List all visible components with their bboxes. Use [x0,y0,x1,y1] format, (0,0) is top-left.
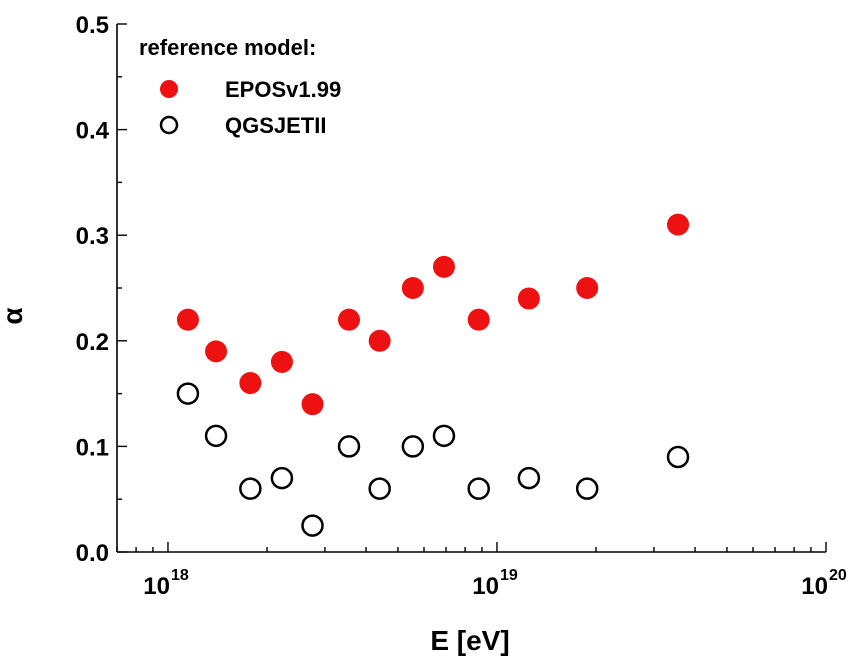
y-tick-label: 0.2 [76,329,109,356]
x-tick-exponent: 18 [171,567,189,584]
x-tick-exponent: 19 [500,567,518,584]
data-point-epos [301,393,324,416]
y-tick-label: 0.5 [76,12,109,39]
data-point-epos [205,340,228,363]
legend-title: reference model: [139,35,316,60]
y-tick-label: 0.0 [76,540,109,567]
x-axis-label: E [eV] [430,625,509,656]
data-point-qgsjet [401,435,425,458]
data-point-qgsjet [270,466,294,490]
data-point-qgsjet [301,514,324,537]
data-point-epos [368,329,391,352]
x-tick-label: 10 [472,573,499,600]
data-point-qgsjet [467,477,490,500]
y-tick-label: 0.4 [76,118,110,145]
data-point-epos [176,308,199,331]
data-point-qgsjet [239,477,262,500]
data-point-qgsjet [575,477,599,500]
y-tick-label: 0.1 [76,434,109,461]
data-point-qgsjet [176,382,200,405]
legend-label: EPOSv1.99 [225,77,341,102]
data-point-qgsjet [204,424,228,448]
data-point-epos [576,277,599,299]
data-point-epos [338,308,361,331]
x-tick-exponent: 20 [829,567,847,584]
data-point-qgsjet [368,477,391,500]
x-tick-label: 10 [143,573,170,600]
ticks: 0.00.10.20.30.40.510 18 10 19 10 20 [76,12,847,600]
data-point-epos [667,213,690,236]
data-point-epos [401,277,424,299]
data-point-epos [432,255,455,278]
data-points [176,213,690,537]
data-point-qgsjet [337,435,361,458]
data-point-epos [270,350,293,373]
data-point-qgsjet [432,424,456,448]
data-point-epos [239,372,262,395]
data-point-epos [467,308,490,331]
legend-label: QGSJETII [225,113,326,138]
legend-marker-epos [160,80,178,98]
y-tick-label: 0.3 [76,223,109,250]
axes [116,24,826,553]
legend: reference model: EPOSv1.99 QGSJETII [139,35,341,138]
y-axis-label: α [0,307,28,324]
data-point-epos [517,287,540,310]
data-point-qgsjet [517,466,541,490]
data-point-qgsjet [666,445,690,469]
legend-marker-qgsjet [159,115,179,135]
x-tick-label: 10 [801,573,828,600]
